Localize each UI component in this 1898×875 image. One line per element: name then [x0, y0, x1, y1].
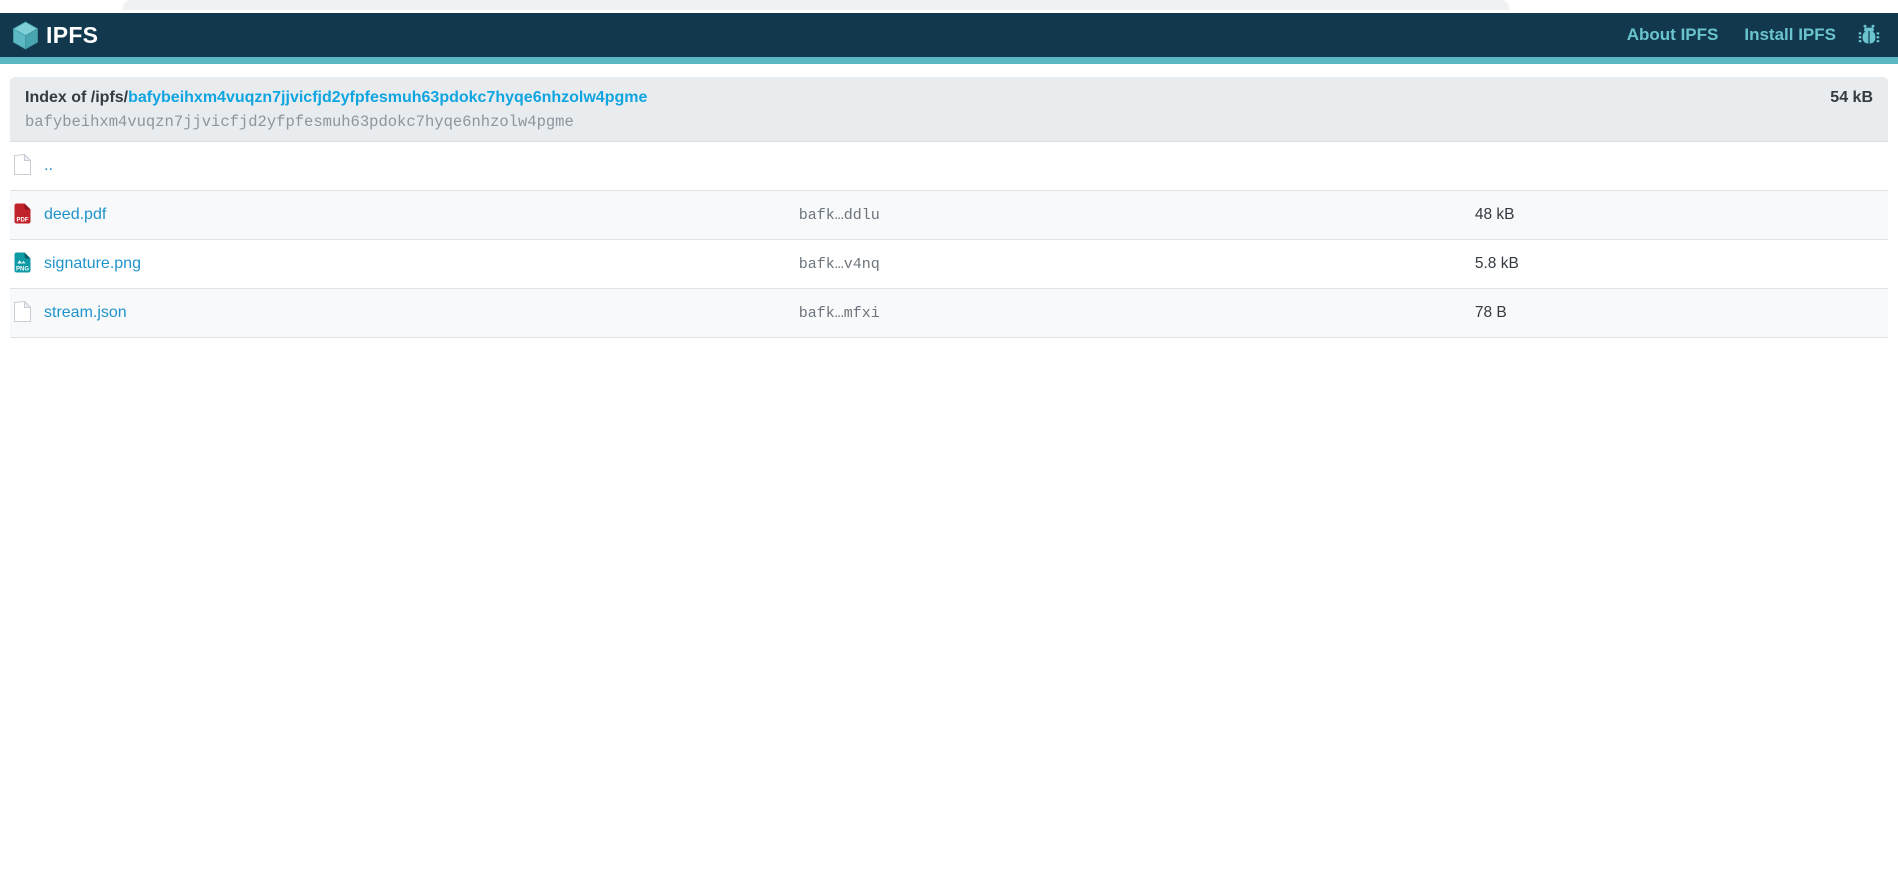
file-row: .. — [10, 141, 1888, 191]
file-size: 48 kB — [1474, 206, 1515, 223]
file-row: PDF deed.pdf bafk…ddlu 48 kB — [10, 190, 1888, 240]
file-type-cell: PDF — [10, 191, 44, 240]
svg-text:PNG: PNG — [16, 267, 29, 273]
file-name-cell: stream.json — [44, 289, 799, 338]
file-type-cell — [10, 289, 44, 338]
nav-link-about-ipfs[interactable]: About IPFS — [1626, 25, 1719, 44]
chrome-strip-bar — [123, 0, 1509, 10]
file-link[interactable]: stream.json — [44, 304, 127, 321]
file-link[interactable]: deed.pdf — [44, 206, 107, 223]
svg-text:PDF: PDF — [17, 218, 29, 224]
listing-header: Index of /ipfs/bafybeihxm4vuqzn7jjvicfjd… — [10, 77, 1888, 141]
file-hash — [799, 142, 1475, 191]
file-row: PNG signature.png bafk…v4nq 5.8 kB — [10, 239, 1888, 289]
file-icon — [14, 300, 32, 322]
nav-link-install-ipfs[interactable]: Install IPFS — [1744, 25, 1836, 44]
png-file-icon: PNG — [14, 252, 31, 273]
file-hash: bafk…v4nq — [798, 255, 880, 273]
browser-chrome-strip — [0, 0, 1898, 13]
file-size: 78 B — [1474, 304, 1507, 321]
pdf-file-icon: PDF — [14, 203, 31, 224]
navbar: IPFS About IPFS Install IPFS — [0, 13, 1898, 64]
file-size: 5.8 kB — [1474, 255, 1519, 272]
directory-listing: Index of /ipfs/bafybeihxm4vuqzn7jjvicfjd… — [10, 77, 1888, 338]
navbar-links: About IPFS Install IPFS — [1601, 24, 1880, 46]
full-cid-hash: bafybeihxm4vuqzn7jjvicfjd2yfpfesmuh63pdo… — [25, 113, 574, 131]
brand-title: IPFS — [46, 21, 99, 48]
total-size: 54 kB — [1830, 89, 1873, 106]
file-name-cell: .. — [44, 142, 799, 191]
file-size — [1475, 142, 1888, 191]
cid-link[interactable]: bafybeihxm4vuqzn7jjvicfjd2yfpfesmuh63pdo… — [128, 89, 648, 106]
file-name-cell: deed.pdf — [44, 191, 799, 240]
bug-report-icon[interactable] — [1858, 24, 1880, 46]
file-link[interactable]: .. — [44, 157, 53, 174]
file-list-body: .. PDF deed.pdf bafk…ddlu 48 kB PNG signat… — [10, 141, 1888, 338]
file-icon — [14, 153, 32, 175]
ipfs-brand: IPFS — [12, 21, 98, 50]
file-row: stream.json bafk…mfxi 78 B — [10, 288, 1888, 338]
file-name-cell: signature.png — [44, 240, 799, 289]
file-hash: bafk…ddlu — [798, 206, 880, 224]
file-table: .. PDF deed.pdf bafk…ddlu 48 kB PNG signat… — [10, 141, 1888, 338]
file-type-cell: PNG — [10, 240, 44, 289]
file-link[interactable]: signature.png — [44, 255, 141, 272]
index-prefix: Index of /ipfs/ — [25, 89, 129, 106]
file-hash: bafk…mfxi — [798, 304, 880, 322]
file-type-cell — [10, 142, 44, 191]
index-path: Index of /ipfs/bafybeihxm4vuqzn7jjvicfjd… — [25, 88, 1873, 108]
ipfs-cube-icon — [12, 21, 39, 50]
